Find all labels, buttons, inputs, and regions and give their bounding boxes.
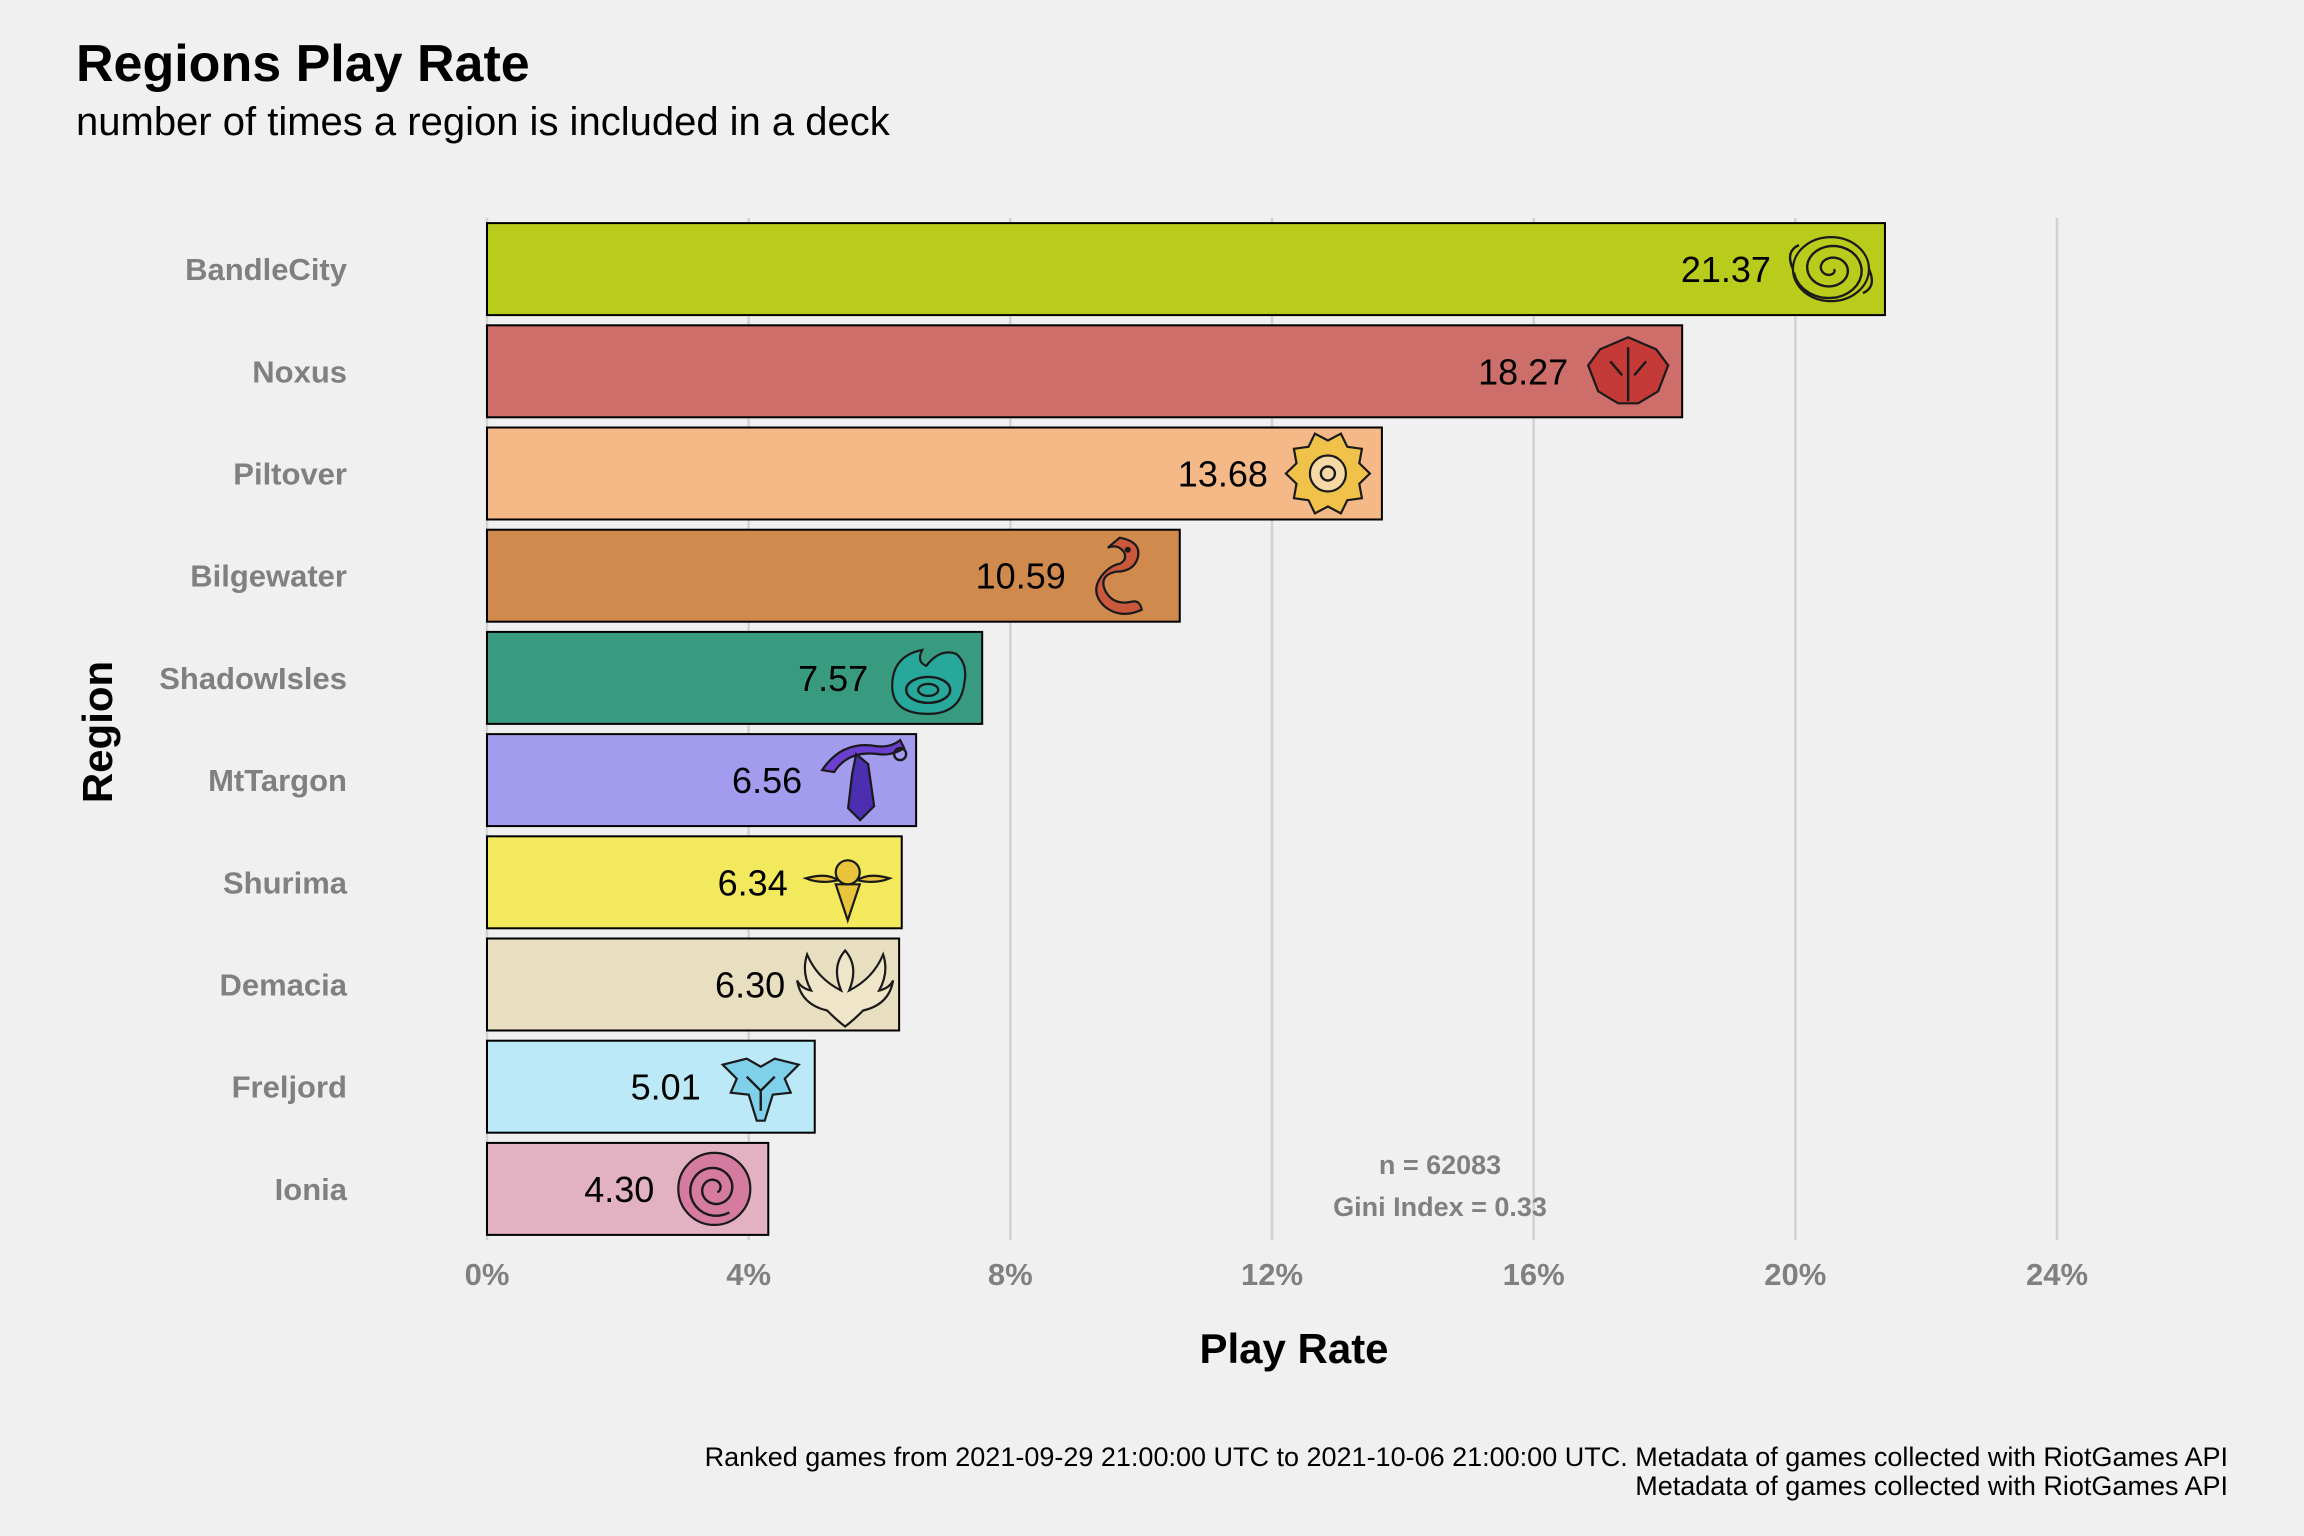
value-label: 6.30 — [715, 965, 785, 1006]
bilgewater-serpent-icon — [1095, 536, 1144, 615]
piltover-gear-icon — [1284, 432, 1372, 515]
ionia-swirl-icon — [677, 1151, 752, 1227]
x-tick-label: 0% — [465, 1257, 510, 1292]
x-tick-label: 20% — [1764, 1257, 1826, 1292]
shurima-sun-disc-icon — [802, 859, 894, 924]
category-label: MtTargon — [208, 763, 347, 798]
x-tick-label: 12% — [1241, 1257, 1303, 1292]
value-label: 6.56 — [732, 760, 802, 801]
caption-line-2: Metadata of games collected with RiotGam… — [1635, 1471, 2228, 1501]
value-label: 5.01 — [631, 1067, 701, 1108]
chart-title: Regions Play Rate — [76, 35, 530, 93]
category-label: Demacia — [219, 968, 347, 1003]
category-label: ShadowIsles — [159, 661, 347, 696]
value-label: 4.30 — [584, 1169, 654, 1210]
bandlecity-spiral-icon — [1788, 236, 1874, 303]
bar — [486, 222, 1886, 317]
category-label: Bilgewater — [190, 559, 347, 594]
freljord-crest-icon — [720, 1057, 801, 1122]
bar-series: 21.37 18.27 13.68 10.59 7.57 6.56 6.34 6.30 5.01… — [486, 222, 1886, 1236]
y-axis-title: Region — [74, 661, 121, 803]
value-label: 21.37 — [1681, 249, 1771, 290]
value-label: 10.59 — [976, 556, 1066, 597]
mttargon-crescent-icon — [820, 738, 908, 822]
x-tick-label: 8% — [988, 1257, 1033, 1292]
y-axis-categories: BandleCity Noxus Piltover Bilgewater ShadowI… — [159, 252, 348, 1207]
value-label: 7.57 — [798, 658, 868, 699]
category-label: Freljord — [232, 1070, 347, 1105]
category-label: Noxus — [252, 354, 347, 389]
shadowisles-wisp-icon — [891, 648, 967, 716]
bar — [486, 426, 1383, 521]
x-axis-ticks: 0% 4% 8% 12% 16% 20% 24% — [465, 1257, 2088, 1292]
noxus-crest-icon — [1586, 336, 1670, 405]
category-label: BandleCity — [185, 252, 348, 287]
category-label: Shurima — [223, 865, 348, 900]
x-tick-label: 4% — [726, 1257, 771, 1292]
x-tick-label: 24% — [2026, 1257, 2088, 1292]
bar — [486, 528, 1181, 623]
sample-size-annotation: n = 62083 — [1379, 1150, 1501, 1180]
value-label: 6.34 — [718, 862, 788, 903]
chart-subtitle: number of times a region is included in … — [76, 100, 890, 144]
gini-index-annotation: Gini Index = 0.33 — [1333, 1192, 1547, 1222]
category-label: Piltover — [233, 457, 347, 492]
value-label: 18.27 — [1478, 351, 1568, 392]
x-axis-title: Play Rate — [1199, 1325, 1388, 1372]
caption-line-1: Ranked games from 2021-09-29 21:00:00 UT… — [704, 1442, 2228, 1472]
x-tick-label: 16% — [1503, 1257, 1565, 1292]
value-label: 13.68 — [1178, 454, 1268, 495]
category-label: Ionia — [275, 1172, 348, 1207]
demacia-wings-icon — [796, 948, 895, 1028]
bar — [486, 324, 1684, 419]
